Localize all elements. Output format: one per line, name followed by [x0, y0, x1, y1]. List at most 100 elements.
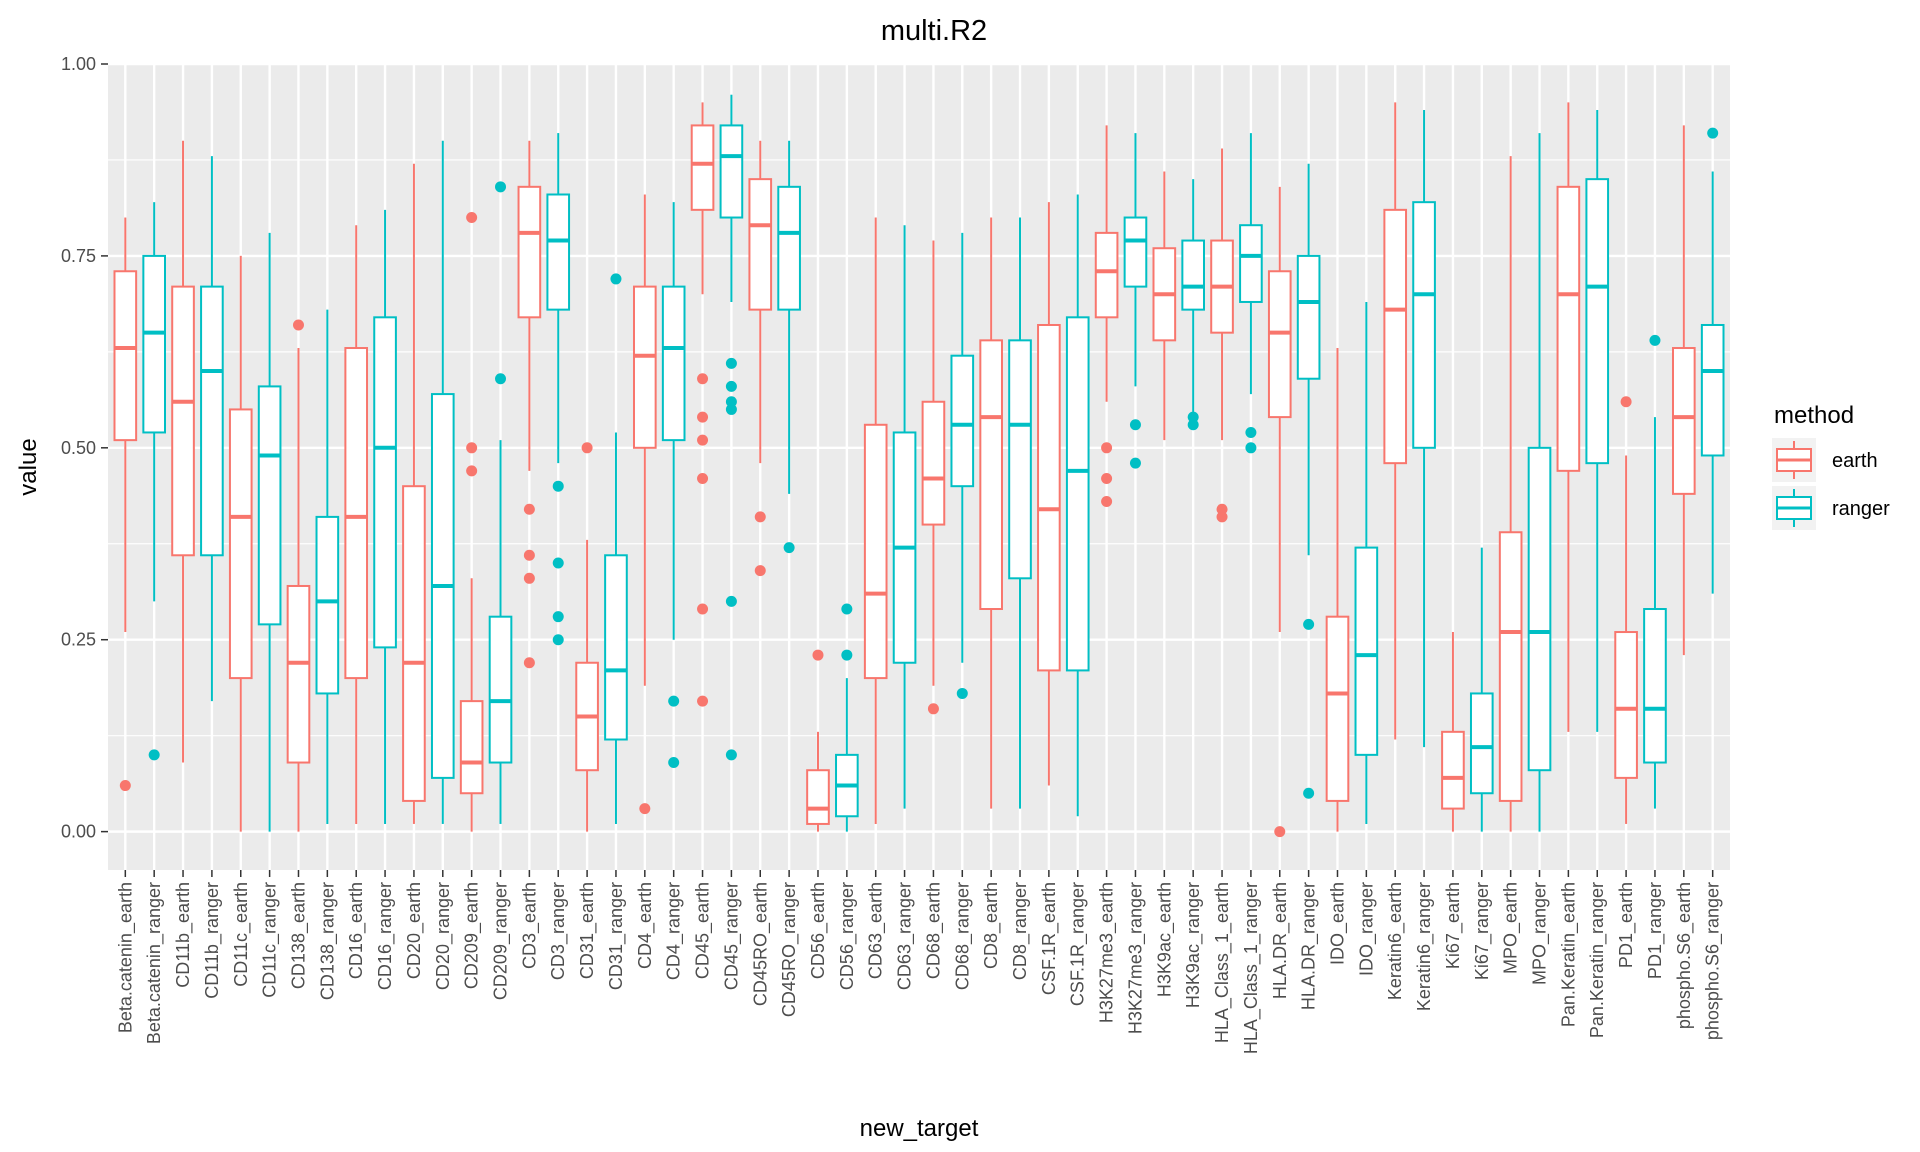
x-tick-label: HLA.DR_earth [1270, 882, 1291, 999]
box-HLA.DR_ranger [1296, 163, 1321, 799]
y-tick-label: 1.00 [61, 54, 96, 74]
box-body [1671, 347, 1696, 495]
box-CSF.1R_ranger [1065, 194, 1090, 817]
x-tick-label: CD68_earth [923, 882, 944, 979]
box-body [459, 700, 484, 795]
outlier-point [725, 357, 737, 369]
x-tick-label: HLA_Class_1_ranger [1241, 882, 1262, 1054]
outlier-point [1274, 826, 1286, 838]
outlier-point [697, 434, 709, 446]
x-tick-label: CD138_earth [288, 882, 309, 989]
outlier-point [697, 411, 709, 423]
outlier-point [725, 396, 737, 408]
legend-label: ranger [1832, 498, 1890, 520]
x-tick-label: CD31_earth [577, 882, 598, 979]
box-IDO_earth [1325, 348, 1350, 832]
x-tick-label: H3K27me3_ranger [1125, 882, 1146, 1034]
outlier-point [119, 780, 131, 792]
box-body [719, 124, 744, 219]
legend-label: earth [1832, 450, 1878, 472]
x-tick-label: phospho.S6_earth [1674, 882, 1695, 1029]
box-CSF.1R_earth [1037, 202, 1061, 786]
x-tick-label: CD31_ranger [606, 882, 627, 990]
box-body [921, 400, 946, 526]
x-tick-label: Pan.Keratin_earth [1558, 882, 1579, 1027]
box-body [113, 270, 138, 442]
box-body [315, 515, 340, 695]
x-tick-label: HLA_Class_1_earth [1212, 882, 1233, 1043]
box-body [1065, 316, 1090, 672]
box-PD1_ranger [1643, 334, 1667, 809]
box-CD63_ranger [892, 225, 917, 809]
outlier-point [1216, 503, 1228, 515]
outlier-point [466, 212, 478, 224]
box-MPO_earth [1498, 156, 1523, 832]
y-tick-label: 0.25 [61, 630, 96, 650]
box-body [979, 339, 1003, 611]
x-tick-label: CD11c_ranger [260, 882, 281, 998]
x-tick-label: CD16_earth [346, 882, 367, 979]
outlier-point [552, 611, 564, 623]
outlier-point [1620, 396, 1632, 408]
x-tick-label: CD45RO_ranger [779, 882, 800, 1017]
box-body [1614, 631, 1638, 779]
box-CD138_ranger [315, 309, 340, 824]
x-tick-label: CD63_earth [866, 882, 887, 979]
outlier-point [754, 565, 766, 577]
box-CD4_earth [632, 194, 657, 815]
outlier-point [754, 511, 766, 523]
outlier-point [1245, 426, 1257, 438]
box-body [373, 316, 397, 649]
box-body [1123, 216, 1148, 288]
outlier-point [523, 549, 535, 561]
legend-item-ranger: ranger [1772, 486, 1890, 530]
box-body [546, 193, 571, 311]
box-H3K9ac_ranger [1181, 179, 1206, 431]
box-CD20_earth [402, 163, 426, 824]
outlier-point [841, 603, 853, 615]
box-body [1643, 608, 1667, 764]
box-phospho.S6_earth [1671, 125, 1696, 656]
box-body [604, 554, 628, 741]
x-tick-label: Pan.Keratin_ranger [1587, 882, 1608, 1038]
box-body [777, 185, 801, 311]
box-PD1_earth [1614, 396, 1638, 824]
box-CD56_ranger [835, 603, 859, 832]
box-body [1441, 730, 1465, 810]
x-tick-label: Beta.catenin_ranger [144, 882, 165, 1044]
outlier-point [1303, 787, 1315, 799]
x-tick-label: CD3_ranger [548, 882, 569, 980]
box-CD63_earth [863, 217, 888, 824]
x-tick-label: CD56_ranger [837, 882, 858, 990]
x-tick-label: CD16_ranger [375, 882, 396, 990]
outlier-point [725, 749, 737, 761]
outlier-point [148, 749, 160, 761]
x-tick-label: CD56_earth [808, 882, 829, 979]
x-tick-label: Beta.catenin_earth [115, 882, 136, 1033]
y-tick-label: 0.50 [61, 438, 96, 458]
box-CD11c_earth [228, 255, 253, 832]
x-tick-label: CD11c_earth [231, 882, 252, 987]
box-body [1556, 185, 1581, 472]
box-body [1383, 208, 1408, 465]
x-tick-label: CD8_earth [981, 882, 1002, 969]
box-body [488, 615, 513, 764]
outlier-point [841, 649, 853, 661]
outlier-point [1101, 496, 1113, 508]
outlier-point [581, 442, 593, 454]
outlier-point [697, 695, 709, 707]
box-body [950, 354, 975, 488]
box-H3K9ac_earth [1152, 171, 1177, 441]
outlier-point [292, 319, 304, 331]
box-CD4_ranger [661, 202, 686, 769]
outlier-point [697, 373, 709, 385]
outlier-point [697, 473, 709, 485]
box-body [690, 124, 715, 211]
chart-title: multi.R2 [881, 15, 987, 47]
box-CD3_earth [517, 140, 542, 669]
x-tick-label: CD45_ranger [721, 882, 742, 990]
outlier-point [1187, 411, 1199, 423]
box-IDO_ranger [1354, 301, 1379, 824]
box-body [257, 385, 282, 626]
box-CD45RO_earth [748, 140, 773, 577]
